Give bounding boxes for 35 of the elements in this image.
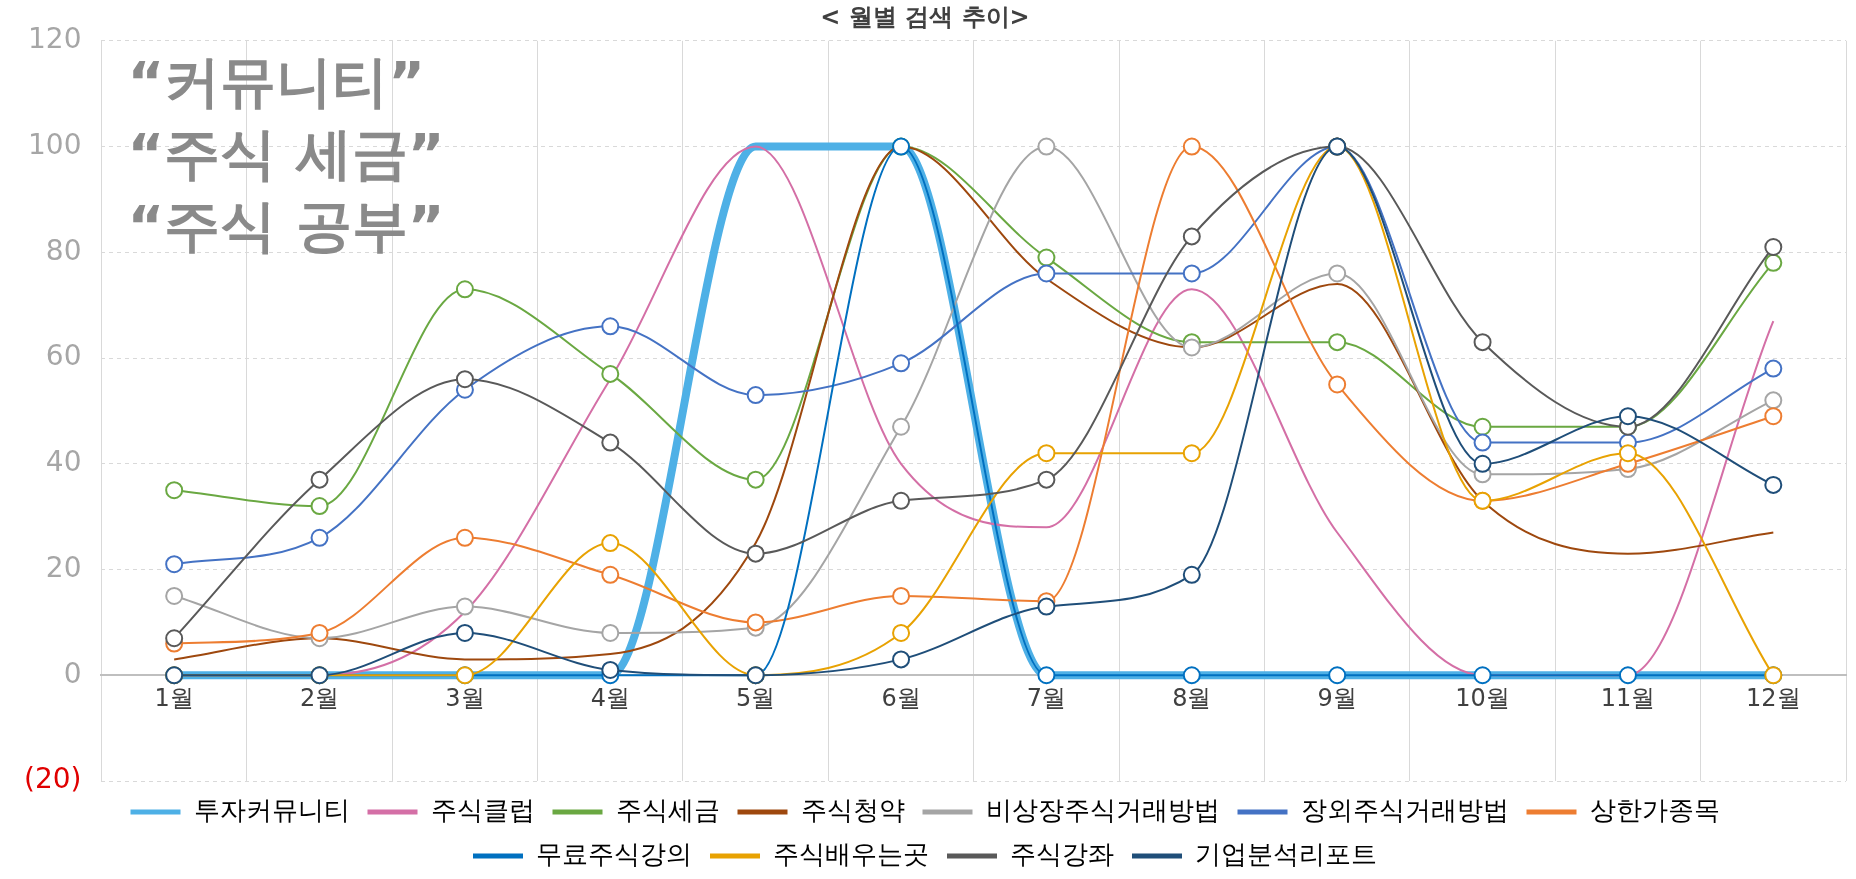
annotation: “커뮤니티” bbox=[127, 49, 426, 115]
annotation: “주식 세금” bbox=[127, 121, 445, 187]
annotation: “주식 공부” bbox=[127, 193, 445, 259]
x-tick-label: 12월 bbox=[1746, 683, 1801, 712]
y-tick-label: 40 bbox=[45, 445, 82, 479]
y-tick-label: 0 bbox=[63, 656, 82, 690]
legend-label: 주식강좌 bbox=[1010, 838, 1114, 869]
y-tick-label: 120 bbox=[28, 22, 82, 56]
y-tick-label: 60 bbox=[45, 339, 82, 373]
x-tick-label: 6월 bbox=[881, 683, 921, 712]
x-tick-label: 7월 bbox=[1026, 683, 1067, 712]
x-tick-label: 8월 bbox=[1172, 683, 1212, 712]
y-tick-label: 100 bbox=[28, 127, 82, 161]
legend-label: 주식세금 bbox=[615, 794, 720, 825]
x-tick-label: 9월 bbox=[1317, 683, 1357, 712]
x-tick-label: 10월 bbox=[1455, 683, 1510, 712]
x-tick-label: 1월 bbox=[154, 683, 194, 712]
legend-label: 장외주식거래방법 bbox=[1300, 794, 1509, 825]
legend-label: 비상장주식거래방법 bbox=[985, 794, 1220, 825]
y-tick-label: 80 bbox=[45, 233, 82, 267]
x-tick-label: 3월 bbox=[445, 683, 485, 712]
y-tick-label: 20 bbox=[45, 550, 82, 584]
legend-label: 주식배우는곳 bbox=[773, 838, 929, 869]
legend-label: 투자커뮤니티 bbox=[193, 794, 350, 825]
legend-label: 주식청약 bbox=[800, 794, 905, 825]
legend-label: 상한가종목 bbox=[1589, 794, 1720, 825]
chart-title: < 월별 검색 추이> bbox=[820, 2, 1030, 31]
x-tick-label: 2월 bbox=[299, 683, 340, 712]
x-tick-label: 4월 bbox=[590, 683, 630, 712]
x-tick-label: 5월 bbox=[736, 683, 776, 712]
legend-label: 무료주식강의 bbox=[536, 838, 692, 869]
legend-label: 주식클럽 bbox=[430, 794, 535, 825]
y-tick-label: (20) bbox=[23, 762, 82, 796]
legend-label: 기업분석리포트 bbox=[1195, 838, 1377, 869]
x-tick-label: 11월 bbox=[1600, 683, 1656, 712]
